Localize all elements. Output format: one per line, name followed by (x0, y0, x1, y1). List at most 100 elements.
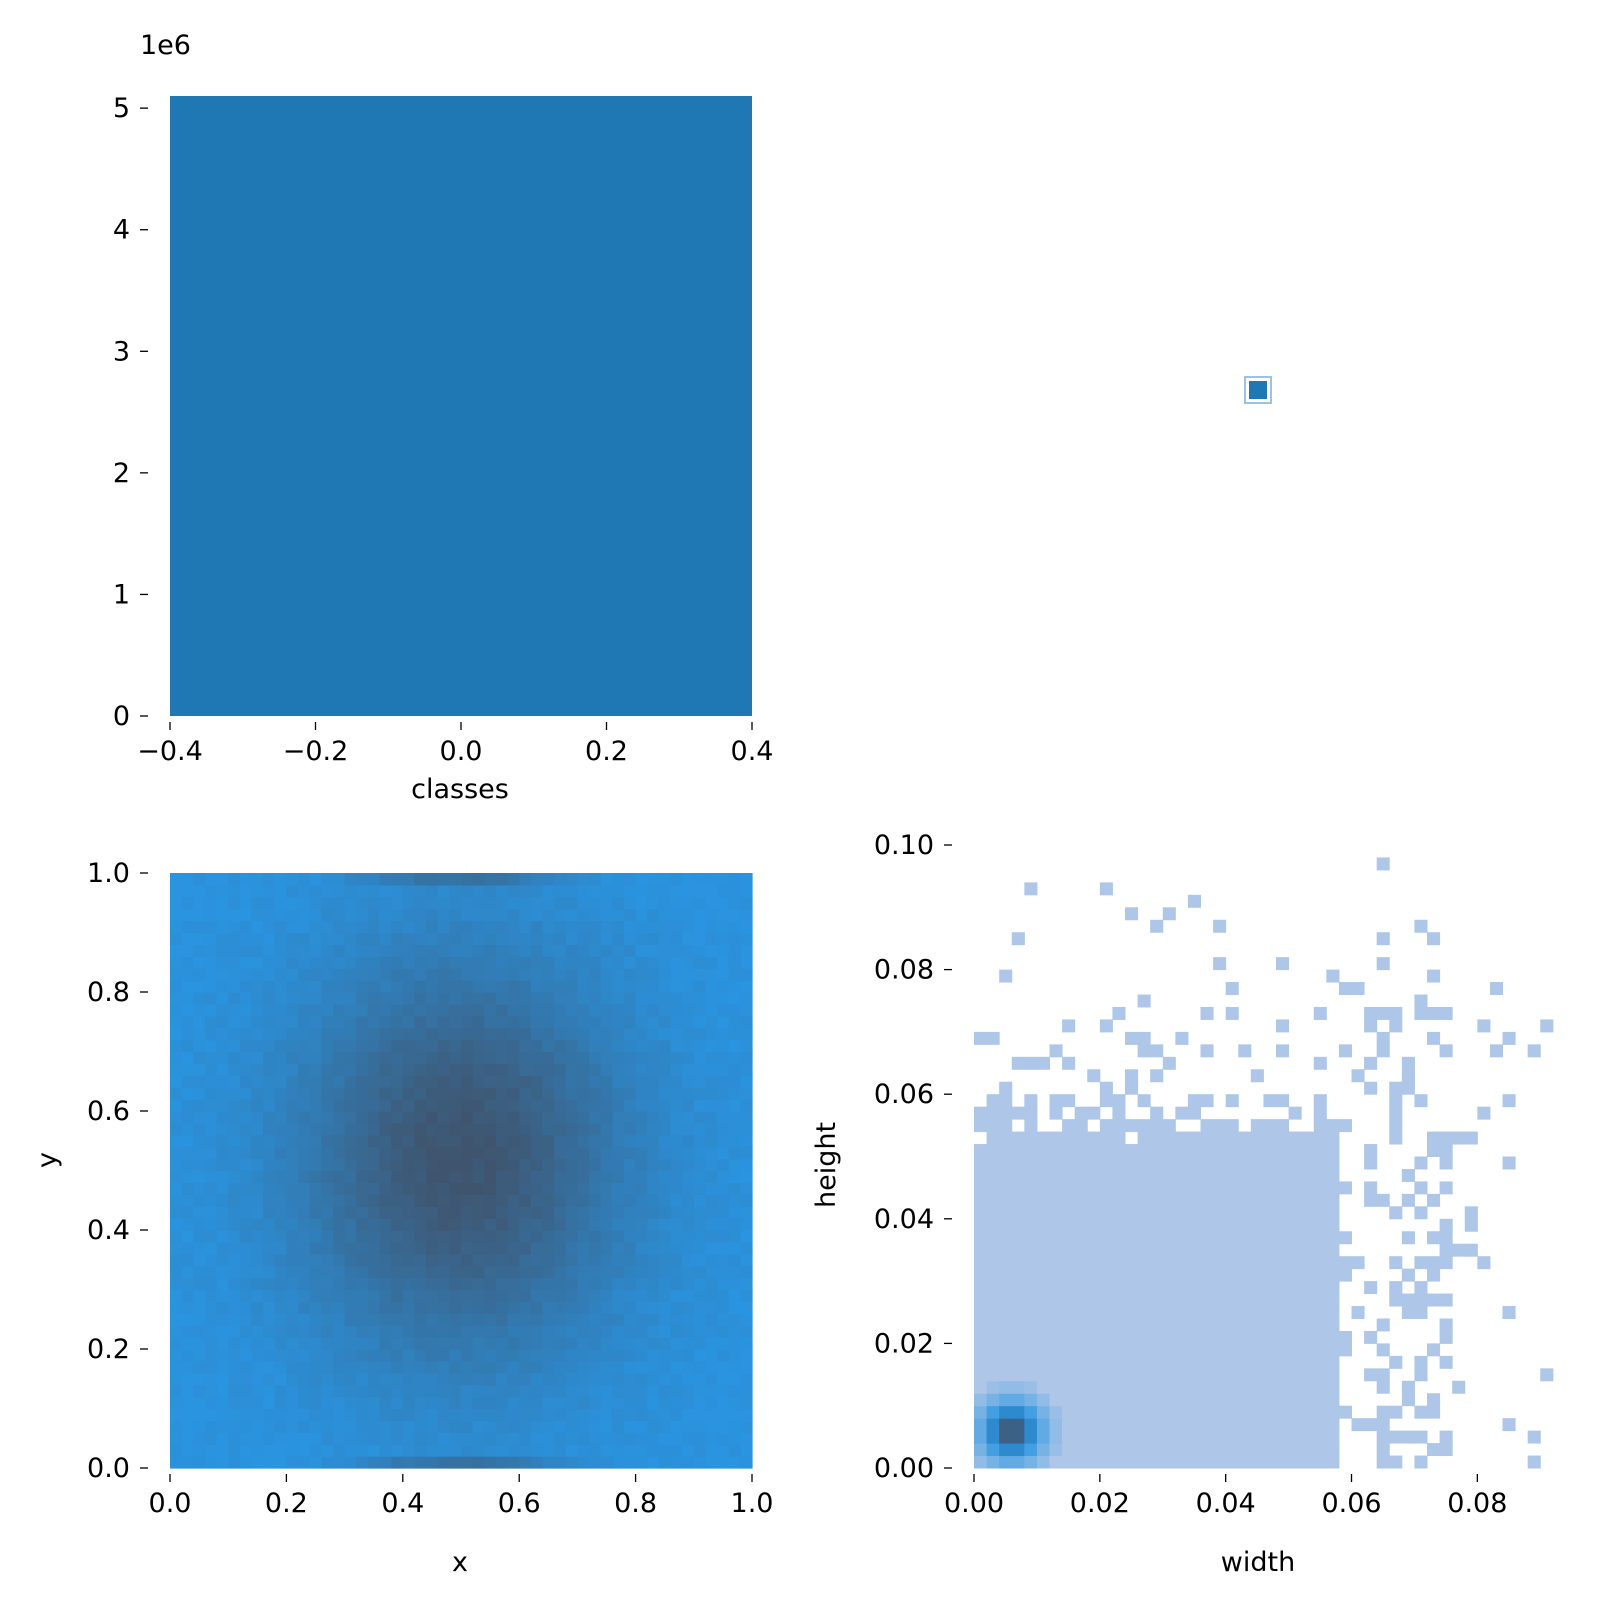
heatmap-cell (986, 1256, 1000, 1270)
heatmap-cell (274, 932, 287, 945)
heatmap-cell (728, 968, 741, 981)
heatmap-cell (1200, 1119, 1214, 1133)
heatmap-cell (554, 1408, 567, 1421)
heatmap-cell (204, 1277, 218, 1291)
heatmap-cell (356, 1027, 369, 1041)
heatmap-cell (682, 1432, 695, 1445)
heatmap-cell (484, 1146, 497, 1160)
heatmap-cell (577, 992, 590, 1005)
heatmap-cell (274, 1313, 287, 1326)
heatmap-cell (204, 920, 218, 934)
heatmap-cell (589, 956, 602, 969)
heatmap-cell (484, 944, 497, 957)
heatmap-cell (728, 1456, 741, 1469)
heatmap-cell (612, 1349, 625, 1362)
heatmap-cell (414, 968, 427, 981)
heatmap-cell (1150, 1243, 1164, 1257)
heatmap-cell (181, 1372, 194, 1386)
heatmap-cell (717, 908, 730, 922)
heatmap-cell (740, 1277, 753, 1291)
heatmap-cell (402, 992, 416, 1005)
heatmap-cell (1087, 1106, 1101, 1120)
heatmap-cell (286, 1253, 299, 1267)
heatmap-cell (554, 1230, 567, 1243)
heatmap-cell (693, 896, 707, 910)
heatmap-cell (647, 932, 660, 945)
heatmap-cell (321, 1146, 334, 1160)
heatmap-cell (565, 980, 578, 993)
heatmap-cell (693, 1182, 707, 1195)
heatmap-cell (309, 920, 322, 934)
heatmap-cell (647, 1122, 660, 1136)
heatmap-cell (367, 944, 381, 957)
heatmap-cell (530, 1289, 544, 1302)
heatmap-cell (1326, 1368, 1340, 1382)
heatmap-cell (344, 1337, 357, 1350)
heatmap-cell (426, 1420, 439, 1433)
heatmap-cell (332, 884, 346, 898)
heatmap-cell (251, 1396, 264, 1410)
classes-histogram-bar (170, 96, 752, 716)
heatmap-cell (170, 1253, 183, 1267)
heatmap-cell (472, 1277, 485, 1291)
heatmap-cell (623, 1206, 637, 1219)
heatmap-cell (449, 1003, 462, 1017)
heatmap-cell (635, 1206, 648, 1219)
heatmap-cell (635, 1146, 648, 1160)
heatmap-cell (1099, 1094, 1113, 1108)
heatmap-cell (1187, 1306, 1201, 1319)
heatmap-cell (647, 1206, 660, 1219)
heatmap-cell (1062, 1330, 1076, 1344)
heatmap-cell (658, 1253, 672, 1267)
heatmap-cell (379, 873, 392, 886)
heatmap-cell (658, 1289, 672, 1302)
heatmap-cell (728, 1146, 741, 1160)
heatmap-cell (379, 1111, 392, 1124)
heatmap-cell (635, 1432, 648, 1445)
heatmap-cell (309, 968, 322, 981)
heatmap-cell (1175, 1393, 1189, 1407)
heatmap-cell (251, 1253, 264, 1267)
heatmap-cell (658, 1039, 672, 1053)
heatmap-cell (379, 1039, 392, 1053)
heatmap-cell (461, 1087, 474, 1100)
heatmap-cell (717, 1313, 730, 1326)
heatmap-cell (507, 956, 520, 969)
heatmap-cell (705, 1277, 718, 1291)
heatmap-cell (286, 884, 299, 898)
heatmap-cell (1351, 1256, 1365, 1270)
heatmap-cell (542, 1420, 555, 1433)
heatmap-cell (635, 1063, 648, 1076)
heatmap-cell (693, 1075, 707, 1088)
heatmap-cell (181, 1230, 194, 1243)
heatmap-cell (1099, 1268, 1113, 1282)
heatmap-cell (542, 1408, 555, 1421)
heatmap-cell (682, 1337, 695, 1350)
heatmap-cell (1125, 1268, 1139, 1282)
heatmap-cell (974, 1231, 988, 1245)
heatmap-cell (251, 1420, 264, 1433)
heatmap-cell (286, 1087, 299, 1100)
heatmap-cell (1364, 1368, 1378, 1382)
heatmap-cell (472, 1396, 485, 1410)
heatmap-cell (728, 1182, 741, 1195)
heatmap-cell (740, 1360, 753, 1374)
heatmap-cell (1250, 1218, 1264, 1232)
heatmap-cell (461, 896, 474, 910)
heatmap-cell (682, 1444, 695, 1457)
heatmap-cell (228, 1277, 241, 1291)
heatmap-cell (999, 1393, 1013, 1407)
heatmap-cell (251, 1134, 264, 1148)
heatmap-cell (193, 1456, 206, 1469)
heatmap-cell (693, 956, 707, 969)
heatmap-cell (1288, 1430, 1302, 1444)
heatmap-cell (309, 1396, 322, 1410)
heatmap-cell (577, 944, 590, 957)
heatmap-cell (391, 1146, 404, 1160)
heatmap-cell (193, 1265, 206, 1279)
heatmap-cell (670, 896, 683, 910)
heatmap-cell (1137, 1380, 1151, 1394)
heatmap-cell (1250, 1293, 1264, 1307)
heatmap-cell (1024, 1256, 1038, 1270)
heatmap-cell (495, 1325, 509, 1338)
